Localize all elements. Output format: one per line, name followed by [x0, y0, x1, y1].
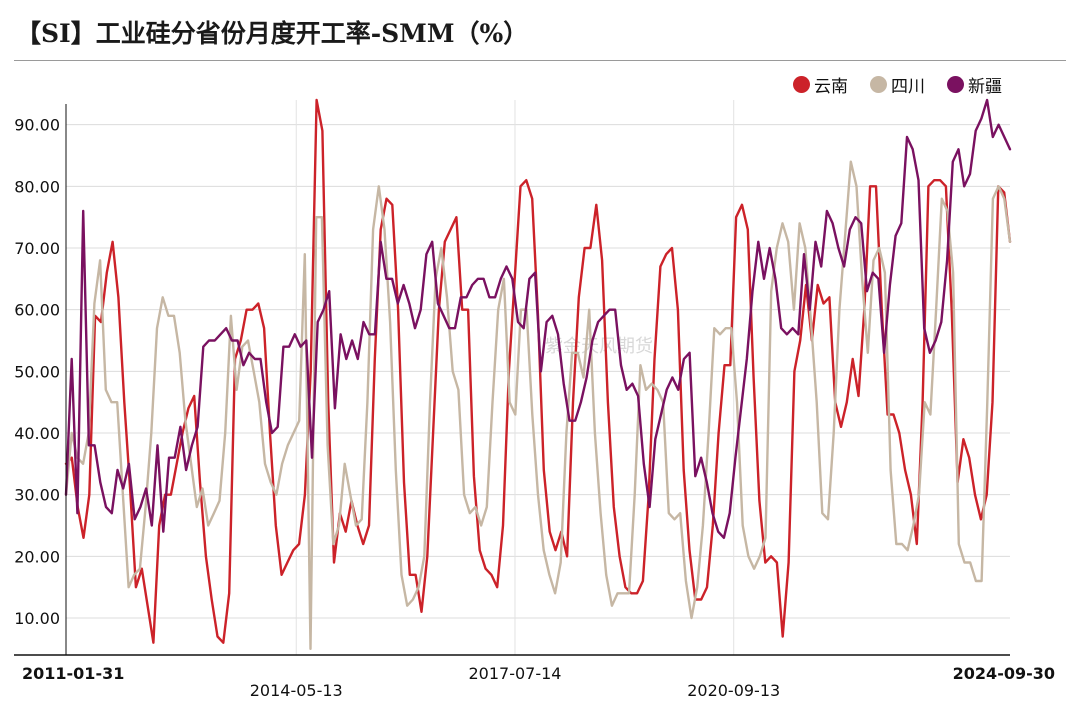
grid-lines	[66, 100, 1010, 655]
legend-label-sichuan: 四川	[891, 77, 925, 97]
y-tick-label: 70.00	[14, 239, 60, 258]
chart-title: 【SI】工业硅分省份月度开工率-SMM（%）	[16, 19, 529, 48]
legend-label-yunnan: 云南	[814, 77, 848, 97]
x-tick-label: 2020-09-13	[687, 681, 780, 700]
y-tick-label: 60.00	[14, 301, 60, 320]
legend-item-sichuan[interactable]: 四川	[870, 72, 925, 97]
y-tick-label: 40.00	[14, 424, 60, 443]
y-tick-label: 10.00	[14, 609, 60, 628]
series-layer	[64, 98, 1012, 650]
y-tick-label: 90.00	[14, 116, 60, 135]
legend-swatch-yunnan	[793, 76, 810, 93]
legend-swatch-sichuan	[870, 76, 887, 93]
chart-legend: 云南 四川 新疆	[793, 72, 1002, 97]
axes: 10.00 20.00 30.00 40.00 50.00 60.00 70.00 80.00…	[14, 104, 1055, 700]
y-tick-label: 50.00	[14, 362, 60, 381]
x-tick-label: 2024-09-30	[953, 664, 1055, 683]
x-tick-label: 2017-07-14	[468, 664, 561, 683]
series-line-2	[64, 160, 1012, 650]
legend-label-xinjiang: 新疆	[968, 77, 1002, 97]
x-tick-label: 2011-01-31	[22, 664, 124, 683]
y-tick-label: 20.00	[14, 547, 60, 566]
x-tick-label: 2014-05-13	[250, 681, 343, 700]
series-line-3	[64, 98, 1012, 539]
title-divider	[14, 60, 1066, 61]
legend-item-xinjiang[interactable]: 新疆	[947, 72, 1002, 97]
y-tick-label: 30.00	[14, 486, 60, 505]
y-tick-label: 80.00	[14, 177, 60, 196]
legend-swatch-xinjiang	[947, 76, 964, 93]
legend-item-yunnan[interactable]: 云南	[793, 72, 848, 97]
